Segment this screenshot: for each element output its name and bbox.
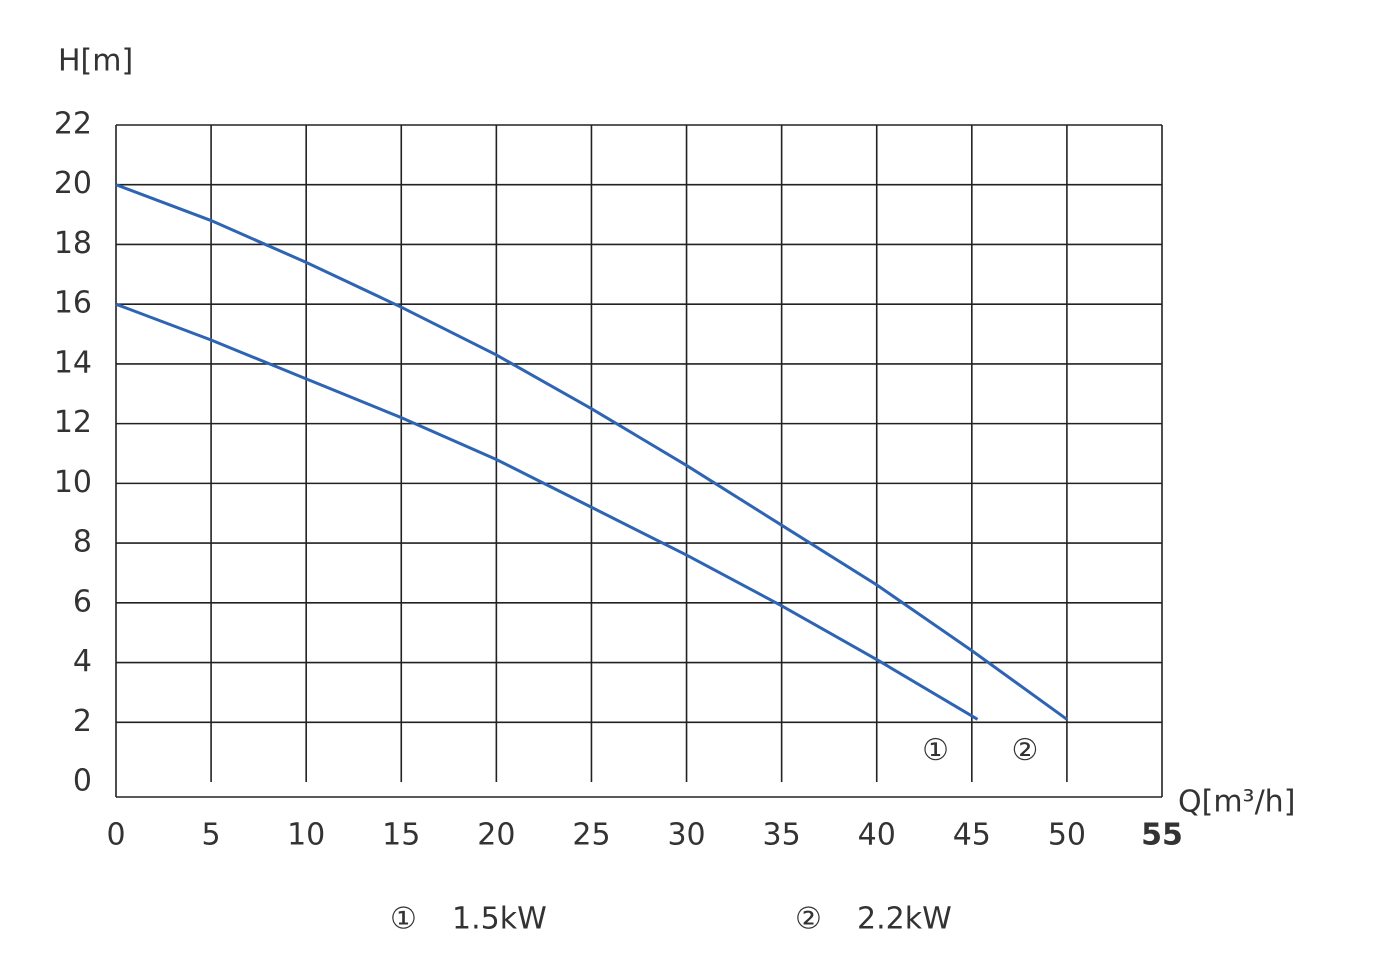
legend-marker: ① <box>390 902 417 937</box>
y-tick-label: 2 <box>73 704 92 739</box>
x-tick-label: 5 <box>202 818 221 853</box>
y-tick-label: 16 <box>54 286 92 321</box>
x-tick-label: 30 <box>667 818 705 853</box>
y-tick-label: 4 <box>73 644 92 679</box>
y-tick-label: 10 <box>54 465 92 500</box>
x-tick-label: 50 <box>1048 818 1086 853</box>
x-tick-label: 20 <box>477 818 515 853</box>
y-tick-label: 22 <box>54 107 92 142</box>
x-tick-label: 25 <box>572 818 610 853</box>
x-tick-label: 10 <box>287 818 325 853</box>
x-tick-label: 40 <box>858 818 896 853</box>
y-tick-label: 6 <box>73 584 92 619</box>
legend-label: 1.5kW <box>452 902 547 937</box>
curve-marker: ② <box>1011 733 1038 768</box>
x-tick-label: 35 <box>763 818 801 853</box>
y-tick-label: 18 <box>54 226 92 261</box>
legend-marker: ② <box>795 902 822 937</box>
y-tick-label: 14 <box>54 345 92 380</box>
x-axis-label: Q[m³/h] <box>1178 785 1295 820</box>
curve-marker: ① <box>922 733 949 768</box>
y-tick-label: 12 <box>54 405 92 440</box>
y-tick-label: 0 <box>73 764 92 799</box>
y-tick-label: 20 <box>54 166 92 201</box>
x-tick-label: 45 <box>953 818 991 853</box>
x-tick-label: 55 <box>1141 818 1183 853</box>
line-series <box>115 183 1068 721</box>
y-tick-label: 8 <box>73 525 92 560</box>
y-axis-label: H[m] <box>58 44 133 79</box>
legend-label: 2.2kW <box>857 902 952 937</box>
line-series <box>115 302 979 721</box>
x-tick-label: 0 <box>106 818 125 853</box>
x-tick-label: 15 <box>382 818 420 853</box>
